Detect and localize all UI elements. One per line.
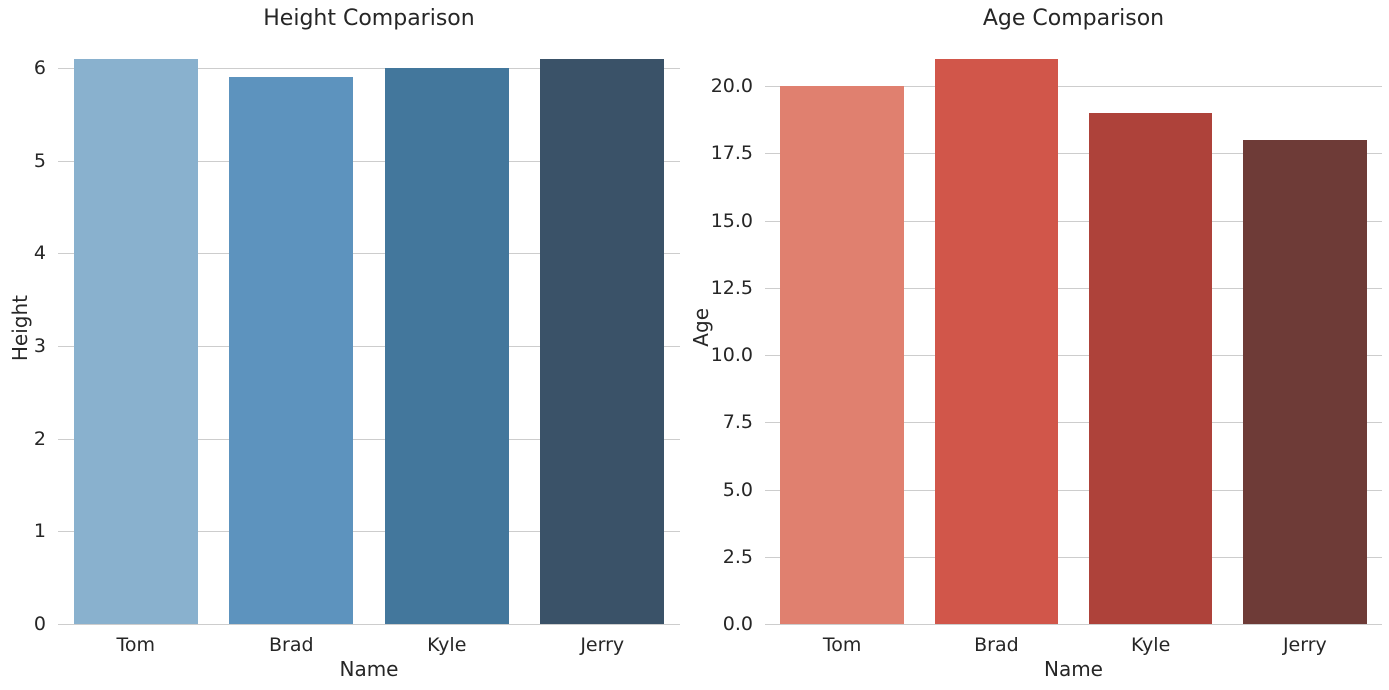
- bar-tom: [73, 58, 198, 624]
- y-tick-label: 5.0: [722, 478, 753, 501]
- y-tick-label: 4: [33, 242, 46, 265]
- y-tick-label: 17.5: [710, 142, 753, 165]
- bar-kyle: [1088, 113, 1213, 624]
- gridline: [58, 624, 680, 625]
- y-tick-label: 12.5: [710, 276, 753, 299]
- gridline: [58, 160, 680, 162]
- gridline: [58, 253, 680, 255]
- x-axis-label: Name: [339, 657, 399, 681]
- chart-title: Age Comparison: [982, 6, 1165, 31]
- bar-tom: [780, 86, 904, 624]
- y-tick-label: 2: [33, 427, 46, 450]
- bar-brad: [229, 77, 354, 624]
- gridline: [765, 153, 1382, 155]
- x-tick-label: Kyle: [1130, 634, 1171, 656]
- gridline: [765, 287, 1382, 289]
- x-tick-label: Tom: [822, 634, 862, 656]
- y-tick-label: 1: [33, 520, 46, 543]
- gridline: [765, 422, 1382, 424]
- gridline: [765, 355, 1382, 357]
- y-tick-label: 3: [33, 335, 46, 358]
- x-tick-label: Jerry: [1282, 634, 1327, 656]
- bar-jerry: [1243, 139, 1367, 624]
- gridline: [765, 624, 1382, 625]
- gridline: [765, 86, 1382, 88]
- y-tick-label: 15.0: [710, 209, 753, 232]
- gridline: [58, 68, 680, 70]
- gridline: [58, 531, 680, 533]
- y-tick-label: 10.0: [710, 344, 753, 367]
- gridline: [765, 556, 1382, 558]
- chart-panel-height: Height Comparison Height 0 1 2 3 4 5 6 Tom Brad K…: [0, 0, 694, 690]
- y-tick-label: 6: [33, 57, 46, 80]
- y-tick-label: 5: [33, 149, 46, 172]
- chart-title: Height Comparison: [263, 6, 475, 31]
- gridline: [765, 220, 1382, 222]
- bar-kyle: [384, 68, 509, 624]
- y-tick-label: 20.0: [710, 75, 753, 98]
- x-tick-label: Jerry: [580, 634, 625, 656]
- gridline: [58, 346, 680, 348]
- bar-brad: [934, 59, 1059, 624]
- y-tick-label: 0.0: [722, 613, 753, 635]
- x-tick-label: Brad: [974, 634, 1019, 656]
- x-axis-label: Name: [1043, 657, 1103, 681]
- y-tick-label: 7.5: [722, 411, 753, 434]
- gridline: [765, 489, 1382, 491]
- gridline: [58, 438, 680, 440]
- y-tick-label: 0: [33, 613, 46, 635]
- x-tick-label: Brad: [268, 634, 314, 656]
- x-tick-label: Tom: [116, 634, 155, 656]
- x-tick-label: Kyle: [427, 634, 467, 656]
- bar-jerry: [540, 58, 665, 624]
- y-axis-label: Age: [689, 308, 713, 347]
- chart-panel-age: Age Comparison Age 0.0 2.5 5.0 7.5 10.0 12.5 1…: [680, 0, 1389, 690]
- y-tick-label: 2.5: [722, 545, 753, 568]
